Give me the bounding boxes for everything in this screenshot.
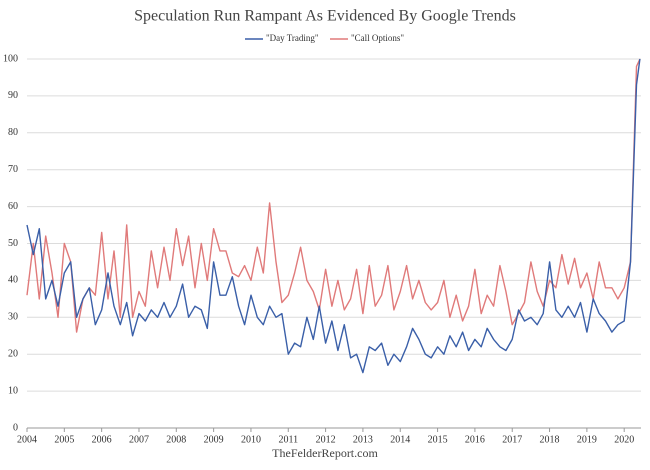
x-tick-label: 2013 <box>353 434 373 445</box>
legend-label: "Call Options" <box>351 33 404 43</box>
series-line <box>26 58 641 333</box>
y-tick-label: 70 <box>8 164 18 175</box>
chart-title: Speculation Run Rampant As Evidenced By … <box>134 8 516 25</box>
y-tick-label: 40 <box>8 275 18 286</box>
y-tick-label: 80 <box>8 127 18 138</box>
y-tick-label: 20 <box>8 348 18 359</box>
x-tick-label: 2009 <box>204 434 224 445</box>
x-tick-label: 2012 <box>316 434 336 445</box>
x-tick-label: 2020 <box>614 434 634 445</box>
y-tick-label: 0 <box>13 422 18 433</box>
y-tick-label: 50 <box>8 238 18 249</box>
series-line <box>26 58 641 374</box>
x-tick-label: 2007 <box>129 434 149 445</box>
y-tick-label: 100 <box>3 53 18 64</box>
x-tick-label: 2016 <box>465 434 485 445</box>
x-tick-label: 2014 <box>390 434 410 445</box>
y-tick-label: 30 <box>8 312 18 323</box>
x-tick-label: 2011 <box>278 434 298 445</box>
y-tick-label: 60 <box>8 201 18 212</box>
x-tick-label: 2005 <box>54 434 74 445</box>
x-tick-label: 2008 <box>166 434 186 445</box>
source: TheFelderReport.com <box>272 446 378 460</box>
y-tick-label: 10 <box>8 385 18 396</box>
x-tick-label: 2015 <box>428 434 448 445</box>
x-tick-label: 2004 <box>17 434 37 445</box>
x-tick-label: 2017 <box>502 434 522 445</box>
x-tick-label: 2006 <box>92 434 112 445</box>
x-tick-label: 2019 <box>577 434 597 445</box>
x-tick-label: 2010 <box>241 434 261 445</box>
y-tick-label: 90 <box>8 90 18 101</box>
x-tick-label: 2018 <box>540 434 560 445</box>
legend-label: "Day Trading" <box>266 33 319 43</box>
